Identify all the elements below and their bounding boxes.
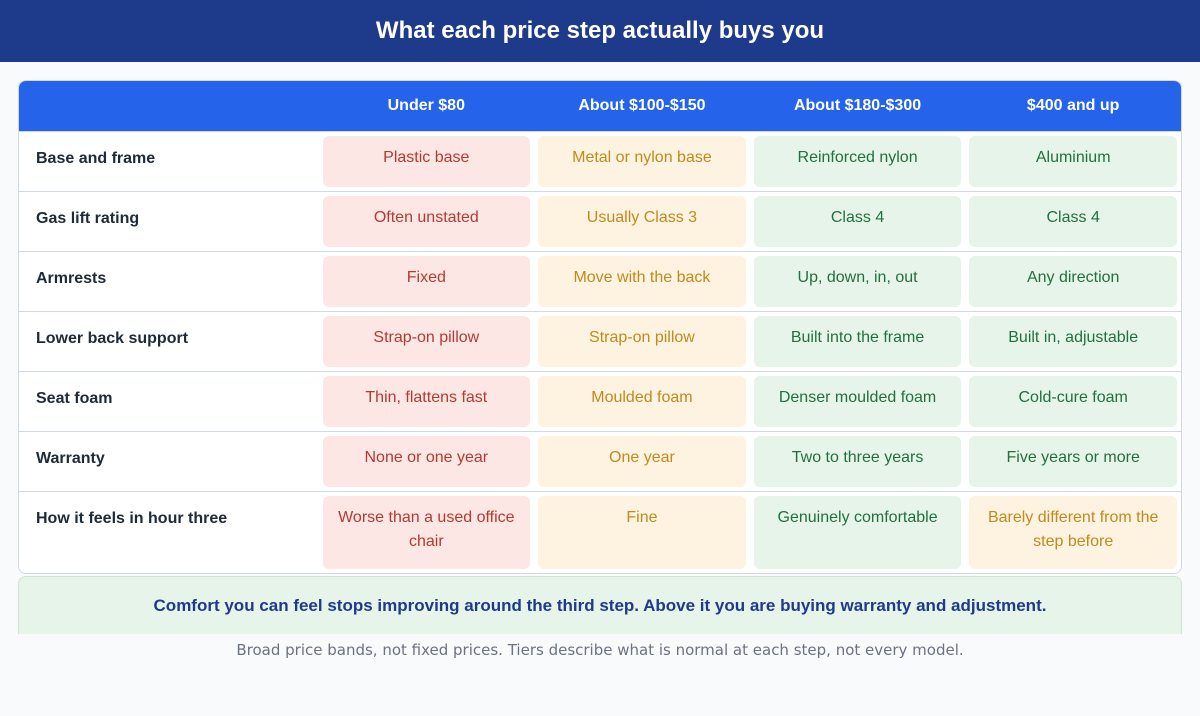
table-cell-wrap: Reinforced nylon <box>750 132 966 191</box>
table-cell: Genuinely comfortable <box>753 496 962 569</box>
footnote: Broad price bands, not fixed prices. Tie… <box>236 641 964 659</box>
table-cell-wrap: Strap-on pillow <box>534 312 750 371</box>
table-cell-wrap: Metal or nylon base <box>534 132 750 191</box>
table-cell-wrap: Often unstated <box>319 192 535 251</box>
table-cell-wrap: Any direction <box>965 252 1181 311</box>
table-cell: Barely different from the step before <box>969 496 1177 569</box>
table-cell-wrap: None or one year <box>319 432 535 491</box>
table-cell: Plastic base <box>322 136 531 187</box>
table-cell: Two to three years <box>753 436 962 487</box>
column-header: About $100-$150 <box>578 97 706 114</box>
column-header: Under $80 <box>387 97 465 114</box>
table-cell-wrap: Barely different from the step before <box>965 492 1181 573</box>
table-cell: Reinforced nylon <box>753 136 962 187</box>
table-cell: Move with the back <box>538 256 746 307</box>
row-label: How it feels in hour three <box>36 510 228 527</box>
table-cell-wrap: Fixed <box>319 252 535 311</box>
table-cell-wrap: Denser moulded foam <box>750 372 966 431</box>
table-row: How it feels in hour three Worse than a u… <box>19 491 1181 573</box>
table-row: Armrests Fixed Move with the back Up, down,… <box>19 251 1181 311</box>
row-label: Gas lift rating <box>36 210 140 227</box>
row-label: Warranty <box>36 450 105 467</box>
table-cell-wrap: Five years or more <box>965 432 1181 491</box>
table-cell-wrap: Plastic base <box>319 132 535 191</box>
table-cell: Class 4 <box>753 196 962 247</box>
row-label: Seat foam <box>36 390 113 407</box>
table-header-row: Under $80 About $100-$150 About $180-$30… <box>19 81 1181 131</box>
table-row: Warranty None or one year One year Two to t… <box>19 431 1181 491</box>
table-cell: Worse than a used office chair <box>322 496 531 569</box>
table-cell: Five years or more <box>969 436 1177 487</box>
table-cell-wrap: Built into the frame <box>750 312 966 371</box>
column-header: About $180-$300 <box>793 97 922 114</box>
table-row: Lower back support Strap-on pillow Strap-o… <box>19 311 1181 371</box>
table-cell: One year <box>538 436 746 487</box>
table-cell-wrap: Usually Class 3 <box>534 192 750 251</box>
table-cell-wrap: Built in, adjustable <box>965 312 1181 371</box>
column-header: $400 and up <box>1026 97 1120 114</box>
table-cell: Strap-on pillow <box>538 316 746 367</box>
table-cell: Moulded foam <box>538 376 746 427</box>
table-cell-wrap: Move with the back <box>534 252 750 311</box>
table-cell: Built in, adjustable <box>969 316 1177 367</box>
table-row: Seat foam Thin, flattens fast Moulded foam… <box>19 371 1181 431</box>
table-cell-wrap: Worse than a used office chair <box>319 492 535 573</box>
table-cell: Metal or nylon base <box>538 136 746 187</box>
table-cell-wrap: Aluminium <box>965 132 1181 191</box>
table-cell: Cold-cure foam <box>969 376 1177 427</box>
table-cell-wrap: Genuinely comfortable <box>750 492 966 573</box>
table-cell: Fixed <box>322 256 531 307</box>
page-title: What each price step actually buys you <box>375 17 825 44</box>
table-row: Base and frame Plastic base Metal or nylon… <box>19 131 1181 191</box>
table-cell: None or one year <box>322 436 531 487</box>
table-cell-wrap: One year <box>534 432 750 491</box>
comparison-table: Under $80 About $100-$150 About $180-$30… <box>18 80 1182 574</box>
table-cell-wrap: Thin, flattens fast <box>319 372 535 431</box>
table-cell-wrap: Two to three years <box>750 432 966 491</box>
table-cell: Up, down, in, out <box>753 256 962 307</box>
table-cell: Usually Class 3 <box>538 196 746 247</box>
table-cell: Denser moulded foam <box>753 376 962 427</box>
row-label: Base and frame <box>36 150 156 167</box>
table-cell: Often unstated <box>322 196 531 247</box>
table-cell: Class 4 <box>969 196 1177 247</box>
row-label: Lower back support <box>36 330 189 347</box>
callout-banner: Comfort you can feel stops improving aro… <box>18 576 1182 634</box>
table-cell-wrap: Class 4 <box>965 192 1181 251</box>
table-cell: Strap-on pillow <box>322 316 531 367</box>
row-label: Armrests <box>36 270 107 287</box>
table-cell-wrap: Strap-on pillow <box>319 312 535 371</box>
table-cell: Built into the frame <box>753 316 962 367</box>
table-cell: Fine <box>538 496 746 569</box>
table-cell: Aluminium <box>969 136 1177 187</box>
table-cell: Thin, flattens fast <box>322 376 531 427</box>
table-cell-wrap: Cold-cure foam <box>965 372 1181 431</box>
table-cell-wrap: Fine <box>534 492 750 573</box>
table-cell-wrap: Up, down, in, out <box>750 252 966 311</box>
table-cell: Any direction <box>969 256 1177 307</box>
header-corner-cell <box>19 81 318 131</box>
header-bar: What each price step actually buys you <box>0 0 1200 62</box>
table-cell-wrap: Moulded foam <box>534 372 750 431</box>
table-cell-wrap: Class 4 <box>750 192 966 251</box>
table-body: Base and frame Plastic base Metal or nylon… <box>19 131 1181 573</box>
table-row: Gas lift rating Often unstated Usually Cla… <box>19 191 1181 251</box>
